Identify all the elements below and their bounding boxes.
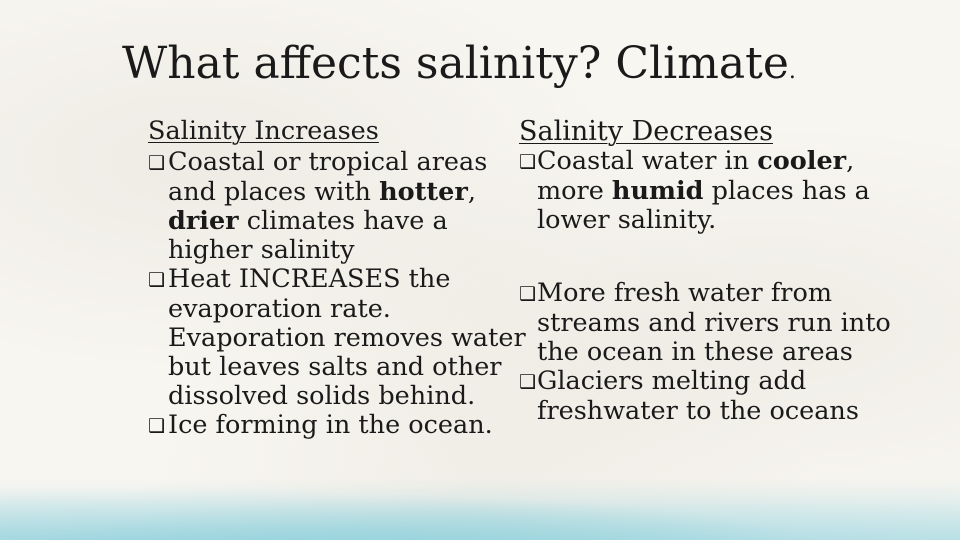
checkbox-bullet-icon: ❑ xyxy=(148,415,166,437)
item-text: Glaciers melting add freshwater to the o… xyxy=(537,366,859,426)
slide-title-period: . xyxy=(788,59,796,84)
list-item: ❑More fresh water from streams and river… xyxy=(519,279,919,367)
checkbox-bullet-icon: ❑ xyxy=(519,283,537,305)
list-item: ❑ Ice forming in the ocean. xyxy=(148,411,528,441)
list-item: ❑ Coastal or tropical areas and places wi… xyxy=(148,148,528,265)
item-text: places has a lower salinity. xyxy=(537,176,870,235)
checkbox-bullet-icon: ❑ xyxy=(148,269,166,291)
salinity-decreases-heading: Salinity Decreases xyxy=(519,116,773,147)
list-item: ❑Glaciers melting add freshwater to the … xyxy=(519,367,919,426)
item-text: , more xyxy=(537,146,855,206)
item-text: Coastal water in xyxy=(537,146,758,176)
checkbox-bullet-icon: ❑ xyxy=(519,371,537,393)
slide-title: What affects salinity? Climate. xyxy=(122,36,796,100)
checkbox-bullet-icon: ❑ xyxy=(148,152,166,174)
item-text: , xyxy=(467,177,476,207)
item-text: Heat INCREASES the evaporation rate. Eva… xyxy=(168,264,526,411)
item-text: More fresh water from streams and rivers… xyxy=(537,278,891,367)
item-text-bold: cooler xyxy=(757,146,847,176)
checkbox-bullet-icon: ❑ xyxy=(519,151,537,173)
item-text: climates have a higher salinity xyxy=(168,206,448,265)
slide-title-text: What affects salinity? Climate xyxy=(122,38,789,89)
salinity-decreases-column: Salinity Decreases ❑Coastal water in coo… xyxy=(519,117,919,426)
item-text-bold: hotter xyxy=(379,177,468,207)
item-text-bold: drier xyxy=(168,206,239,236)
spacer xyxy=(519,235,919,279)
list-item: ❑Coastal water in cooler, more humid pla… xyxy=(519,147,919,235)
salinity-increases-column: Salinity Increases ❑ Coastal or tropical … xyxy=(148,117,528,441)
item-text: Coastal or tropical areas and places wit… xyxy=(168,147,488,207)
salinity-increases-heading: Salinity Increases xyxy=(148,116,379,146)
list-item: ❑ Heat INCREASES the evaporation rate. Ev… xyxy=(148,265,528,411)
item-text-bold: humid xyxy=(611,176,704,206)
watercolor-wash xyxy=(0,478,960,540)
item-text: Ice forming in the ocean. xyxy=(168,410,493,440)
